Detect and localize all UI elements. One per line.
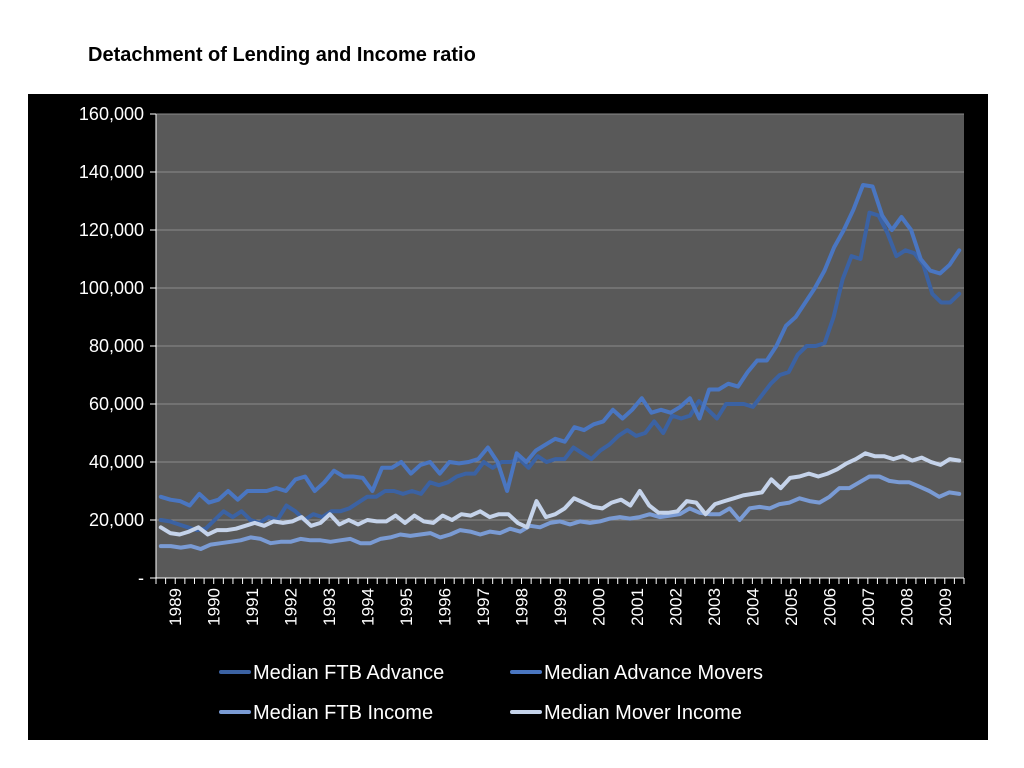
line-chart: - 20,000 40,000 60,000 80,000 100,000 120,000 1… <box>79 104 965 724</box>
x-tick-label: 1990 <box>205 588 224 626</box>
series-line <box>158 474 962 551</box>
y-tick-label: - <box>138 568 144 588</box>
slide-title: Detachment of Lending and Income ratio <box>88 44 476 66</box>
series-line <box>158 183 962 508</box>
chart-panel: - 20,000 40,000 60,000 80,000 100,000 120,000 1… <box>28 94 988 740</box>
y-tick-label: 80,000 <box>89 336 144 356</box>
x-tick-label: 2004 <box>743 588 762 626</box>
legend-label: Median Advance Movers <box>544 662 763 684</box>
x-tick-label: 2000 <box>589 588 608 626</box>
series-line <box>158 210 962 533</box>
x-tick-label: 1993 <box>320 588 339 626</box>
x-tick-label: 2001 <box>628 588 647 626</box>
x-tick-label: 1995 <box>397 588 416 626</box>
y-tick-label: 160,000 <box>79 104 144 124</box>
x-tick-label: 2005 <box>782 588 801 626</box>
x-tick-label: 1999 <box>551 588 570 626</box>
legend: Median FTB Advance Median Advance Movers M… <box>219 662 763 724</box>
legend-label: Median Mover Income <box>544 702 742 724</box>
x-tick-label: 1989 <box>166 588 185 626</box>
y-tick-label: 60,000 <box>89 394 144 414</box>
y-tick-label: 100,000 <box>79 278 144 298</box>
x-tick-label: 1998 <box>513 588 532 626</box>
series-lines <box>158 183 962 551</box>
x-tick-label: 2006 <box>820 588 839 626</box>
x-tick-label: 1994 <box>359 588 378 626</box>
axes: - 20,000 40,000 60,000 80,000 100,000 120,000 1… <box>79 104 965 626</box>
x-tick-label: 1997 <box>474 588 493 626</box>
y-tick-label: 20,000 <box>89 510 144 530</box>
x-tick-label: 2002 <box>666 588 685 626</box>
legend-label: Median FTB Advance <box>253 662 444 684</box>
x-tick-label: 1991 <box>243 588 262 626</box>
y-tick-label: 40,000 <box>89 452 144 472</box>
x-tick-label: 2003 <box>705 588 724 626</box>
series-line <box>158 451 962 537</box>
legend-label: Median FTB Income <box>253 702 433 724</box>
y-tick-label: 120,000 <box>79 220 144 240</box>
x-tick-label: 2008 <box>897 588 916 626</box>
y-tick-label: 140,000 <box>79 162 144 182</box>
x-tick-label: 1996 <box>436 588 455 626</box>
x-tick-label: 1992 <box>282 588 301 626</box>
x-tick-label: 2007 <box>859 588 878 626</box>
x-tick-label: 2009 <box>936 588 955 626</box>
